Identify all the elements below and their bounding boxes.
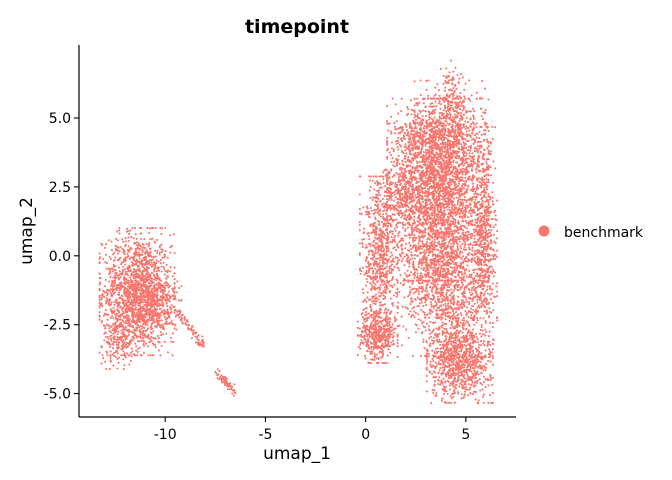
y-tick-label: -5.0 [44, 387, 71, 403]
legend-label-benchmark: benchmark [564, 225, 644, 241]
legend: benchmark [538, 225, 644, 241]
y-tick-label: 5.0 [49, 111, 71, 127]
y-tick-label: 2.5 [49, 180, 71, 196]
x-axis-ticks: -10 -5 0 5 [154, 417, 470, 443]
y-axis-ticks: -5.0 -2.5 0.0 2.5 5.0 [44, 111, 79, 403]
series-points-benchmark [98, 59, 499, 404]
x-tick-label: 0 [361, 427, 370, 443]
y-tick-label: -2.5 [44, 318, 71, 334]
chart-title: timepoint [245, 16, 349, 38]
x-tick-label: -10 [154, 427, 177, 443]
legend-key-benchmark [538, 225, 550, 237]
scatter-points [98, 59, 499, 404]
y-axis-label: umap_2 [17, 197, 37, 265]
y-tick-label: 0.0 [49, 249, 71, 265]
x-axis-label: umap_1 [263, 444, 331, 464]
x-tick-label: -5 [258, 427, 272, 443]
x-tick-label: 5 [461, 427, 470, 443]
